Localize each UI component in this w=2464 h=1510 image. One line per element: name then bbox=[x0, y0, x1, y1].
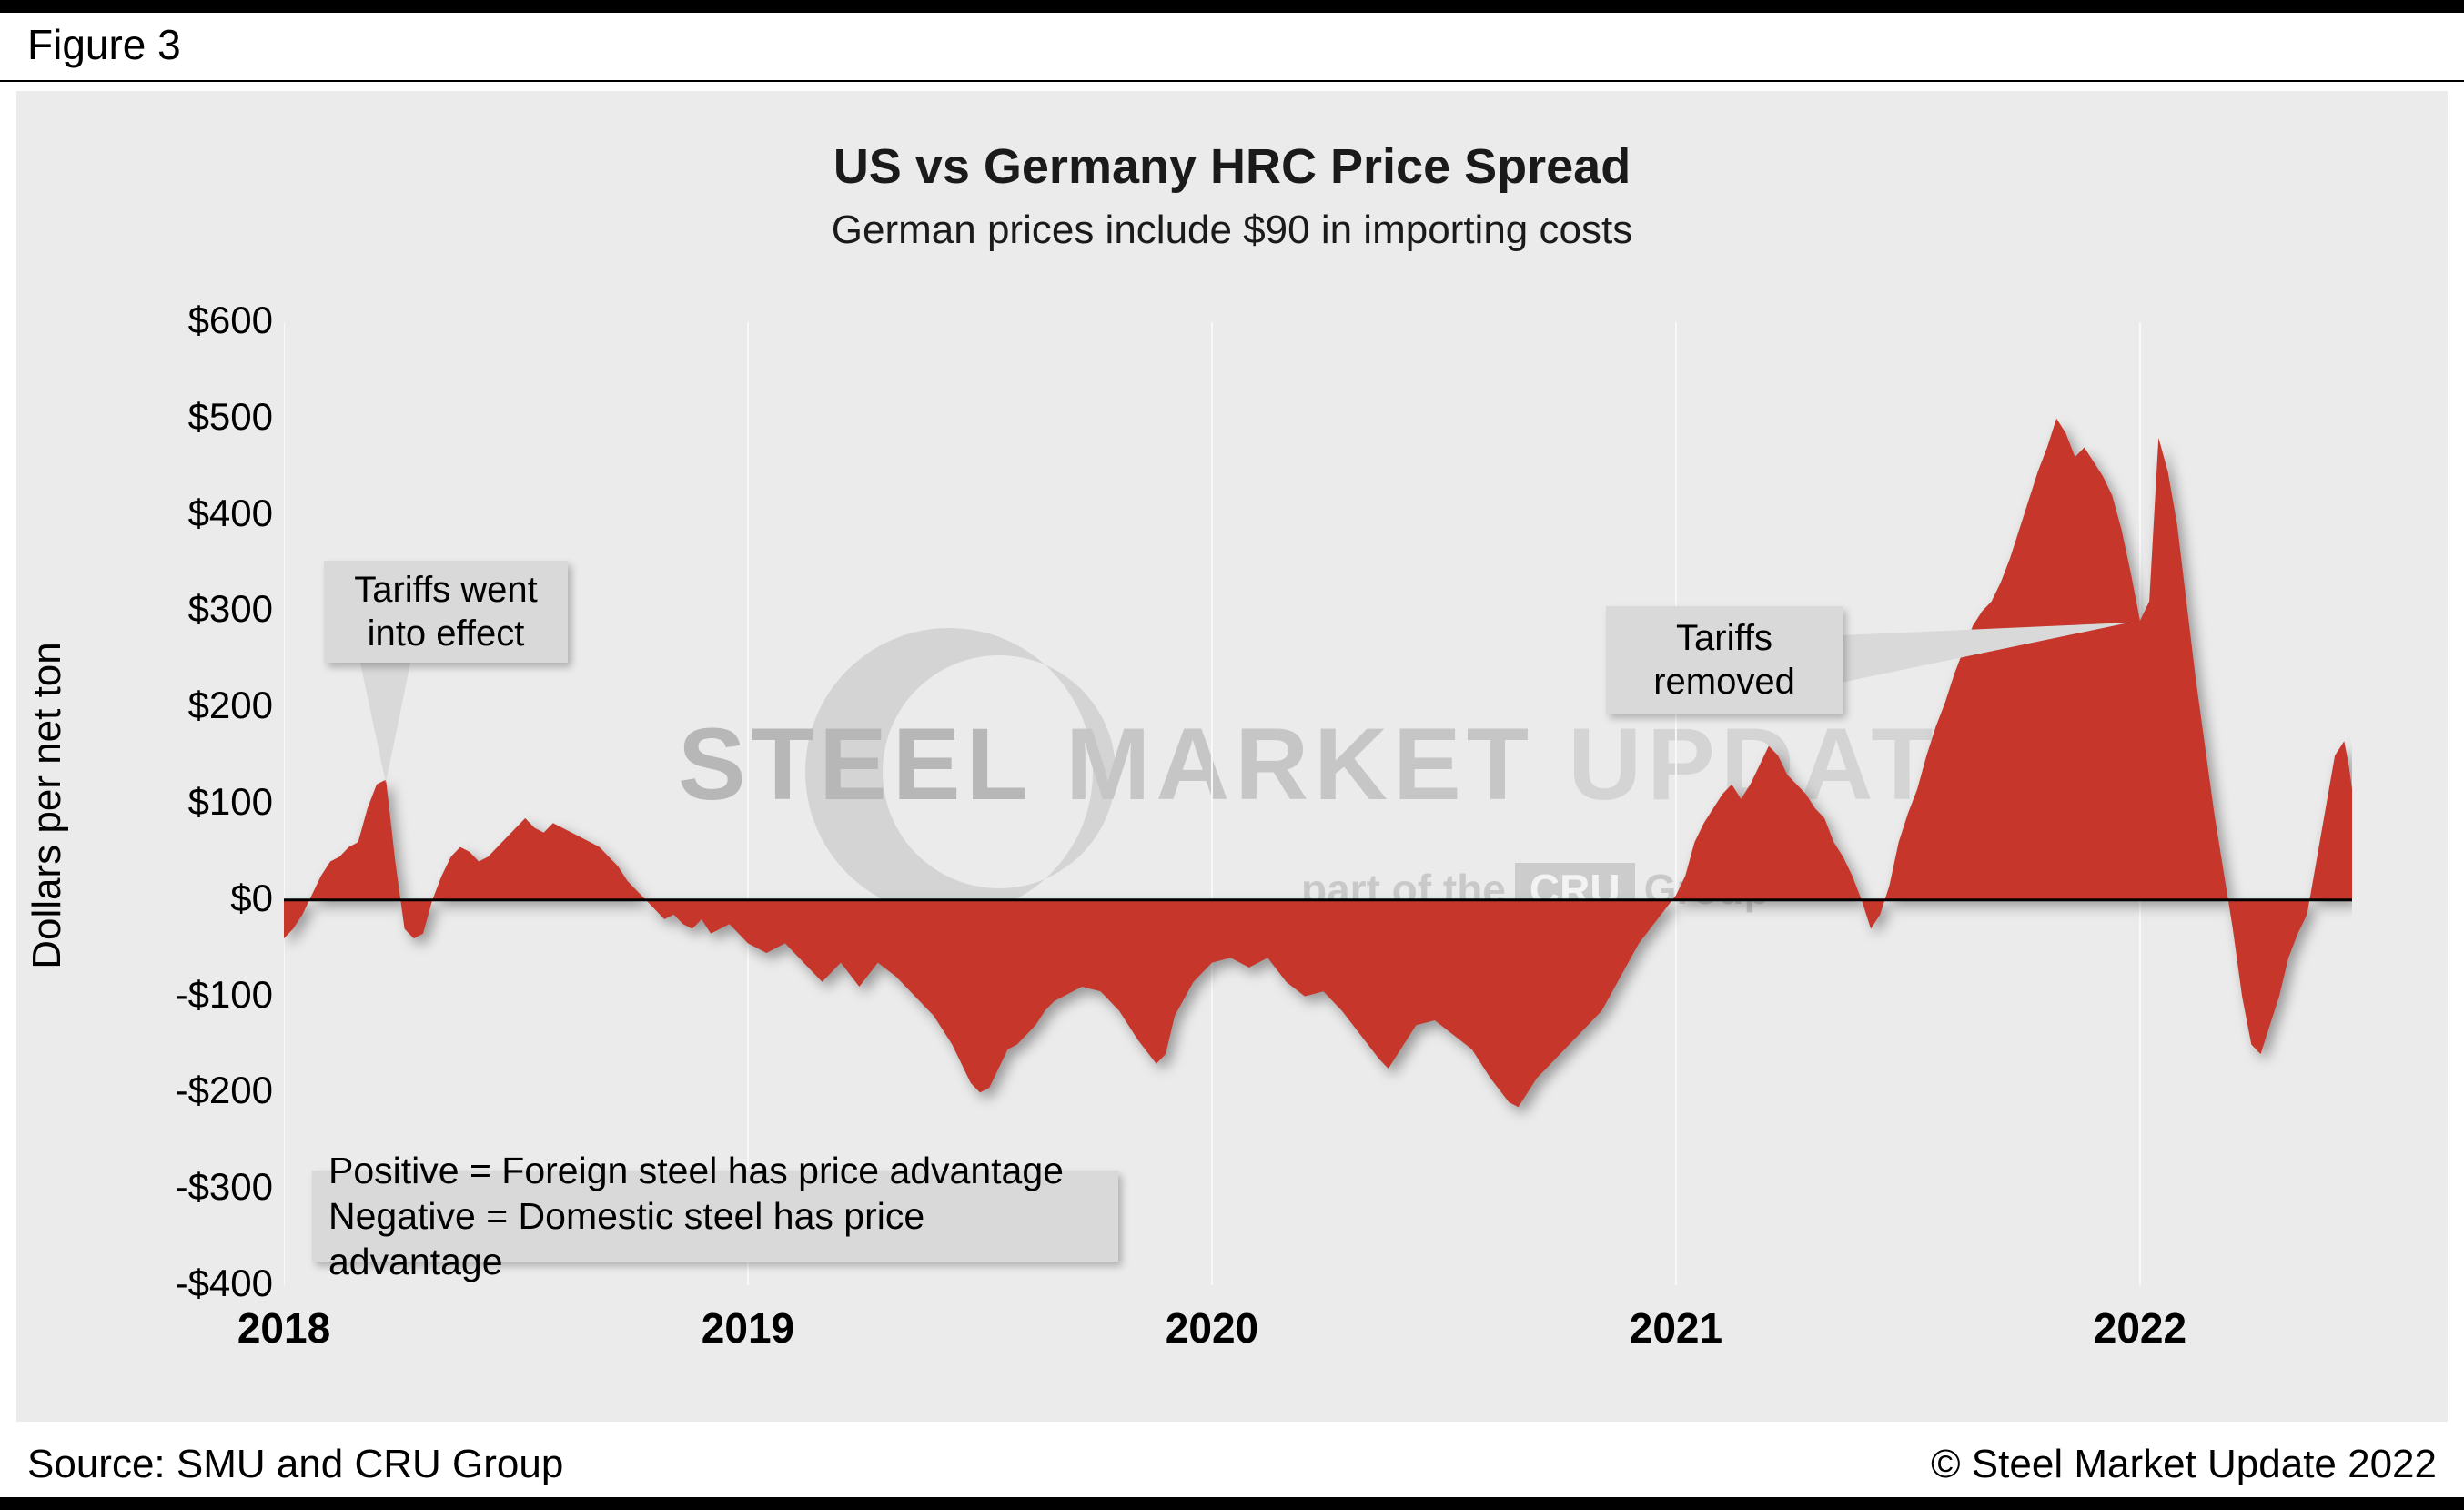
x-tick-label: 2018 bbox=[237, 1304, 331, 1352]
y-tick-label: -$400 bbox=[175, 1262, 273, 1304]
y-tick-label: -$200 bbox=[175, 1069, 273, 1112]
y-tick-label: $300 bbox=[187, 587, 273, 631]
x-tick-label: 2021 bbox=[1629, 1304, 1723, 1352]
top-border-bar bbox=[0, 0, 2464, 13]
y-tick-label: $500 bbox=[187, 394, 273, 438]
y-tick-label: $600 bbox=[187, 299, 273, 341]
y-tick-label: $400 bbox=[187, 491, 273, 534]
source-text: Source: SMU and CRU Group bbox=[27, 1442, 564, 1486]
chart-title: US vs Germany HRC Price Spread bbox=[833, 139, 1631, 194]
y-tick-label: $100 bbox=[187, 780, 273, 823]
header-divider bbox=[0, 80, 2464, 82]
y-axis-label: Dollars per net ton bbox=[25, 642, 69, 969]
figure-label: Figure 3 bbox=[27, 21, 181, 68]
y-tick-label: $200 bbox=[187, 684, 273, 727]
x-tick-label: 2020 bbox=[1165, 1304, 1259, 1352]
callout-tariffs-removed: Tariffs removed bbox=[1606, 606, 1843, 714]
y-tick-label: -$300 bbox=[175, 1165, 273, 1209]
plot-area bbox=[284, 322, 2352, 1285]
legend-note-box: Positive = Foreign steel has price advan… bbox=[312, 1150, 1118, 1282]
y-tick-label: $0 bbox=[230, 876, 273, 919]
x-tick-label: 2022 bbox=[2093, 1304, 2187, 1352]
copyright-text: © Steel Market Update 2022 bbox=[1931, 1442, 2437, 1486]
x-tick-label: 2019 bbox=[701, 1304, 795, 1352]
spread-area-series bbox=[284, 418, 2352, 1108]
y-tick-label: -$100 bbox=[175, 972, 273, 1016]
callout-tariffs-effect: Tariffs went into effect bbox=[324, 561, 568, 663]
chart-subtitle: German prices include $90 in importing c… bbox=[831, 208, 1633, 252]
bottom-border-bar bbox=[0, 1497, 2464, 1510]
